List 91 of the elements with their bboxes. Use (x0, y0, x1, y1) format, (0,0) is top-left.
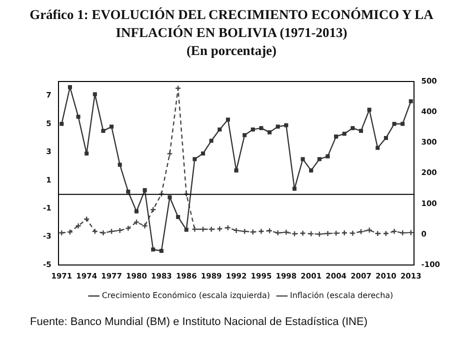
point (291, 230, 298, 237)
point (209, 138, 214, 143)
point (274, 230, 281, 236)
point (326, 154, 330, 158)
point (259, 126, 264, 130)
point (218, 127, 222, 132)
point (342, 132, 346, 136)
point (317, 157, 322, 162)
point (376, 146, 380, 150)
point (208, 226, 214, 232)
point (350, 230, 356, 236)
chart-title: Gráfico 1: EVOLUCIÓN DEL CRECIMIENTO ECONÓMICO Y LA INFLACIÓN EN BOLIVIA (1971-2013) (28, 6, 434, 42)
point (276, 124, 280, 129)
point (408, 229, 414, 236)
point (400, 122, 405, 126)
point (258, 228, 264, 234)
point (226, 118, 230, 122)
point (224, 224, 232, 231)
point (66, 228, 74, 236)
point (374, 230, 381, 237)
point (84, 151, 89, 156)
source-note: Fuente: Banco Mundial (BM) e Instituto Nacional de Estadística (INE) (30, 316, 368, 328)
point (84, 216, 90, 222)
point (382, 230, 390, 237)
point (118, 162, 122, 167)
point (200, 226, 206, 232)
point (142, 222, 148, 229)
point (60, 122, 64, 126)
point (159, 248, 164, 253)
point (234, 168, 238, 172)
point (250, 127, 255, 132)
point (300, 157, 305, 162)
point (201, 151, 206, 156)
point (399, 230, 406, 236)
point (216, 226, 223, 232)
point (334, 134, 338, 139)
point (266, 228, 273, 234)
point (241, 228, 248, 234)
point (341, 230, 348, 236)
point (192, 157, 197, 162)
point (92, 92, 97, 96)
point (174, 85, 182, 92)
point (408, 99, 413, 104)
point (250, 228, 256, 236)
point (158, 190, 165, 198)
point (76, 114, 80, 119)
point (316, 231, 323, 238)
point (308, 230, 314, 237)
point (58, 230, 65, 236)
point (116, 227, 123, 234)
point (284, 123, 288, 128)
point (359, 128, 364, 133)
point (292, 186, 297, 191)
point (283, 229, 290, 236)
point (332, 230, 340, 236)
point (184, 228, 188, 232)
point (192, 226, 198, 232)
point (150, 206, 156, 213)
legend-label: Inflación (escala derecha) (290, 291, 394, 300)
point (125, 225, 132, 232)
point (110, 124, 114, 129)
point (142, 188, 147, 192)
point (324, 230, 331, 237)
point (168, 195, 172, 200)
point (108, 228, 115, 234)
legend-label: Crecimiento Económico (escala izquierda) (102, 291, 270, 300)
point (384, 136, 388, 140)
point (268, 130, 272, 134)
point (134, 209, 139, 214)
point (126, 190, 130, 194)
point (242, 133, 247, 138)
point (300, 230, 306, 236)
chart-subtitle: (En porcentaje) (185, 42, 278, 60)
point (151, 247, 156, 252)
point (358, 228, 364, 235)
point (68, 85, 72, 90)
point (100, 230, 106, 236)
point (392, 122, 396, 126)
point (233, 227, 240, 234)
point (75, 222, 82, 229)
point (367, 108, 372, 112)
point (101, 128, 106, 133)
point (176, 214, 180, 220)
point (350, 126, 355, 130)
point (92, 228, 98, 234)
point (366, 227, 372, 234)
point (309, 168, 314, 172)
point (166, 150, 173, 157)
point (391, 228, 398, 234)
point (133, 219, 140, 226)
point (183, 190, 190, 198)
